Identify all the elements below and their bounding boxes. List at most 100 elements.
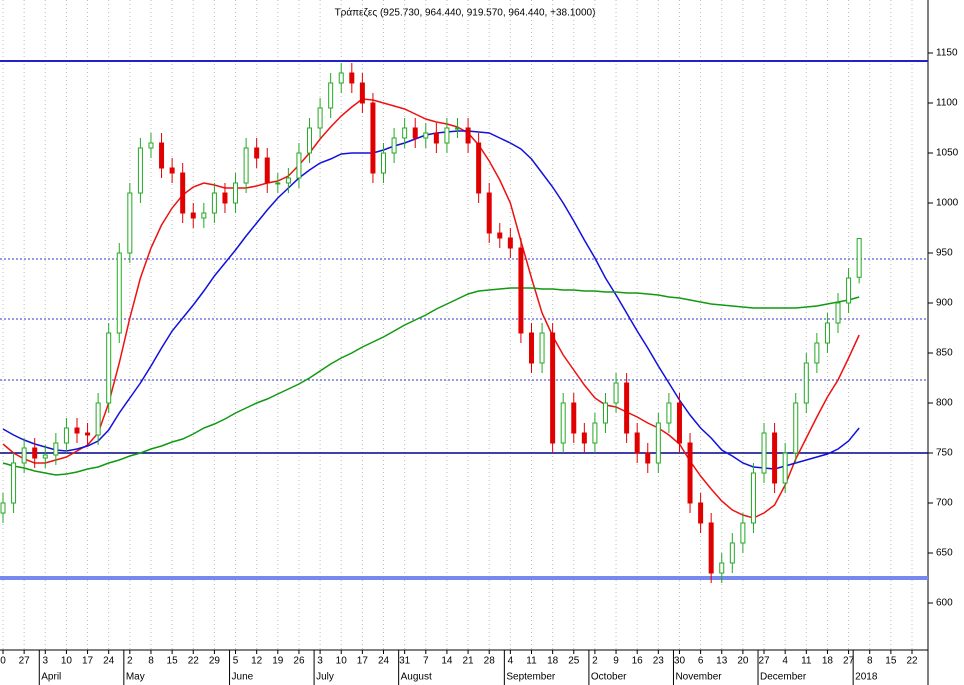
candle-body bbox=[148, 142, 154, 149]
candle-body bbox=[106, 332, 112, 404]
x-tick-label: 17 bbox=[82, 656, 94, 667]
x-tick-label: 8 bbox=[867, 656, 873, 667]
y-tick-label: 1000 bbox=[936, 198, 959, 209]
y-tick-label: 600 bbox=[936, 598, 953, 609]
candle-body bbox=[423, 132, 429, 139]
x-tick-label: 6 bbox=[698, 656, 704, 667]
candle-body bbox=[793, 402, 799, 454]
candle-body bbox=[233, 182, 239, 204]
x-tick-label: 12 bbox=[251, 656, 263, 667]
candle-body bbox=[391, 137, 397, 154]
candle-body bbox=[634, 432, 640, 454]
candle-body bbox=[782, 452, 788, 484]
candle-body bbox=[169, 167, 175, 174]
candle-body bbox=[571, 402, 577, 434]
candle-body bbox=[95, 402, 101, 436]
x-tick-label: 19 bbox=[272, 656, 284, 667]
x-tick-label: 21 bbox=[463, 656, 475, 667]
candle-body bbox=[698, 502, 704, 524]
candle-body bbox=[338, 72, 344, 84]
month-label: July bbox=[316, 672, 334, 683]
candle-body bbox=[381, 152, 387, 174]
candle-body bbox=[328, 82, 334, 109]
x-tick-label: 8 bbox=[148, 656, 154, 667]
x-tick-label: 2 bbox=[127, 656, 133, 667]
candle-body bbox=[275, 182, 281, 185]
x-tick-label: 14 bbox=[441, 656, 453, 667]
x-tick-label: 22 bbox=[906, 656, 918, 667]
candle-body bbox=[349, 72, 355, 84]
x-tick-label: 26 bbox=[293, 656, 305, 667]
x-tick-label: 10 bbox=[61, 656, 73, 667]
candle-body bbox=[740, 522, 746, 544]
moving-average bbox=[2, 98, 860, 519]
candle-body bbox=[116, 252, 122, 334]
candle-body bbox=[190, 212, 196, 219]
y-tick-label: 750 bbox=[936, 448, 953, 459]
x-tick-label: 18 bbox=[822, 656, 834, 667]
candle-body bbox=[465, 127, 471, 144]
candle-body bbox=[11, 462, 17, 504]
candle-body bbox=[285, 177, 291, 184]
candle-body bbox=[613, 382, 619, 404]
month-label: April bbox=[41, 672, 61, 683]
moving-average bbox=[2, 287, 860, 476]
y-tick-label: 850 bbox=[936, 348, 953, 359]
candle-body bbox=[359, 82, 365, 104]
candle-body bbox=[476, 142, 482, 194]
candle-body bbox=[296, 152, 302, 179]
month-label: May bbox=[126, 672, 145, 683]
candle-body bbox=[846, 277, 852, 304]
candle-body bbox=[159, 142, 165, 169]
candle-body bbox=[729, 542, 735, 564]
month-label: December bbox=[760, 672, 807, 683]
candle-body bbox=[592, 422, 598, 444]
candle-body bbox=[676, 402, 682, 444]
candle-body bbox=[32, 447, 38, 459]
candle-body bbox=[750, 472, 756, 524]
y-tick-label: 800 bbox=[936, 398, 953, 409]
candle-body bbox=[370, 102, 376, 174]
candle-body bbox=[317, 107, 323, 129]
x-tick-label: 10 bbox=[336, 656, 348, 667]
candle-body bbox=[824, 322, 830, 344]
month-label: June bbox=[232, 672, 254, 683]
candle-body bbox=[402, 127, 408, 139]
x-tick-label: 25 bbox=[568, 656, 580, 667]
x-tick-label: 27 bbox=[19, 656, 31, 667]
candle-body bbox=[624, 382, 630, 434]
month-label: September bbox=[506, 672, 556, 683]
candle-body bbox=[21, 447, 27, 464]
x-tick-label: 4 bbox=[508, 656, 514, 667]
candle-body bbox=[63, 427, 69, 444]
candle-body bbox=[560, 402, 566, 444]
y-tick-label: 700 bbox=[936, 498, 953, 509]
x-tick-label: 23 bbox=[653, 656, 665, 667]
x-tick-label: 27 bbox=[758, 656, 770, 667]
month-label: August bbox=[401, 672, 432, 683]
candle-body bbox=[581, 432, 587, 444]
candle-body bbox=[856, 238, 862, 278]
candle-body bbox=[814, 342, 820, 364]
candle-body bbox=[602, 402, 608, 424]
x-tick-label: 27 bbox=[843, 656, 855, 667]
y-tick-label: 1050 bbox=[936, 148, 959, 159]
x-tick-label: 13 bbox=[716, 656, 728, 667]
candle-body bbox=[243, 147, 249, 184]
y-tick-label: 1100 bbox=[936, 98, 958, 109]
candle-body bbox=[433, 132, 439, 144]
candle-body bbox=[211, 192, 217, 214]
candle-body bbox=[666, 402, 672, 424]
candle-body bbox=[412, 127, 418, 139]
y-tick-label: 900 bbox=[936, 298, 953, 309]
x-tick-label: 24 bbox=[103, 656, 115, 667]
x-tick-label: 11 bbox=[801, 656, 812, 667]
month-label: October bbox=[591, 672, 627, 683]
candle-body bbox=[254, 147, 260, 159]
candle-body bbox=[444, 127, 450, 144]
candle-body bbox=[222, 192, 228, 204]
candle-body bbox=[539, 332, 545, 364]
candle-body bbox=[687, 442, 693, 504]
